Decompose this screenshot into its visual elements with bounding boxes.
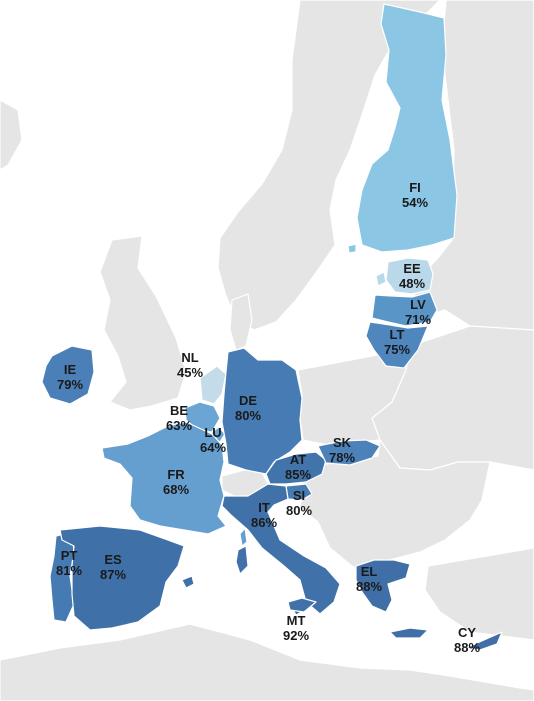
country-value-label: 80%: [286, 503, 312, 518]
country-value-label: 81%: [56, 563, 82, 578]
country-value-label: 64%: [200, 440, 226, 455]
land-iceland: [0, 99, 23, 171]
land-turkey: [424, 547, 534, 641]
country-value-label: 87%: [100, 567, 126, 582]
country-italy[interactable]: [221, 483, 341, 615]
land-great-britain: [99, 235, 187, 411]
country-value-label: 86%: [251, 515, 277, 530]
country-code-label: SK: [333, 435, 352, 450]
country-value-label: 48%: [399, 276, 425, 291]
country-code-label: LV: [410, 297, 426, 312]
country-code-label: IE: [64, 362, 77, 377]
country-spain[interactable]: [59, 525, 185, 631]
land-balkans: [299, 439, 491, 575]
island-corsica: [239, 527, 248, 547]
country-code-label: DE: [239, 393, 257, 408]
country-code-label: MT: [287, 613, 306, 628]
country-value-label: 68%: [163, 482, 189, 497]
country-value-label: 79%: [57, 377, 83, 392]
country-value-label: 71%: [405, 312, 431, 327]
country-estonia[interactable]: [385, 257, 434, 295]
country-code-label: EL: [361, 564, 378, 579]
country-value-label: 88%: [356, 579, 382, 594]
country-value-label: 54%: [402, 195, 428, 210]
country-code-label: ES: [104, 552, 122, 567]
country-greece[interactable]: [355, 559, 411, 613]
country-labels: FI54%EE48%LV71%LT75%IE79%NL45%DE80%BE63%…: [56, 180, 480, 655]
country-code-label: LT: [390, 327, 405, 342]
country-lithuania[interactable]: [365, 321, 429, 369]
country-belgium[interactable]: [184, 401, 221, 433]
country-value-label: 88%: [454, 640, 480, 655]
euro-islands: [181, 243, 429, 639]
island-sicily: [287, 597, 317, 613]
country-value-label: 78%: [329, 450, 355, 465]
country-code-label: BE: [170, 403, 188, 418]
euro-countries: [41, 3, 503, 651]
island-aland: [347, 243, 357, 254]
island-crete: [389, 627, 429, 639]
island-sardinia: [235, 545, 249, 575]
country-code-label: FR: [167, 467, 185, 482]
country-code-label: SI: [293, 488, 305, 503]
country-ireland[interactable]: [41, 345, 95, 405]
country-cyprus[interactable]: [465, 631, 503, 651]
country-value-label: 80%: [235, 408, 261, 423]
country-value-label: 75%: [384, 342, 410, 357]
country-code-label: EE: [403, 261, 421, 276]
country-germany[interactable]: [221, 347, 303, 475]
country-finland[interactable]: [356, 3, 458, 253]
country-value-label: 92%: [283, 628, 309, 643]
country-slovakia[interactable]: [317, 439, 381, 466]
country-value-label: 85%: [285, 467, 311, 482]
country-france[interactable]: [101, 421, 227, 535]
island-saaremaa: [375, 271, 387, 287]
country-latvia[interactable]: [371, 291, 438, 327]
country-code-label: LU: [204, 425, 221, 440]
country-code-label: PT: [61, 548, 78, 563]
country-austria[interactable]: [265, 451, 327, 485]
land-north-africa: [0, 623, 534, 701]
country-value-label: 63%: [166, 418, 192, 433]
country-code-label: IT: [258, 500, 270, 515]
country-code-label: CY: [458, 625, 476, 640]
country-value-label: 45%: [177, 365, 203, 380]
country-code-label: FI: [409, 180, 421, 195]
country-code-label: AT: [290, 452, 306, 467]
country-netherlands[interactable]: [199, 365, 227, 405]
island-baleares: [181, 575, 195, 589]
land-scandinavia: [217, 0, 441, 331]
country-code-label: NL: [181, 350, 198, 365]
land-denmark: [229, 293, 253, 351]
